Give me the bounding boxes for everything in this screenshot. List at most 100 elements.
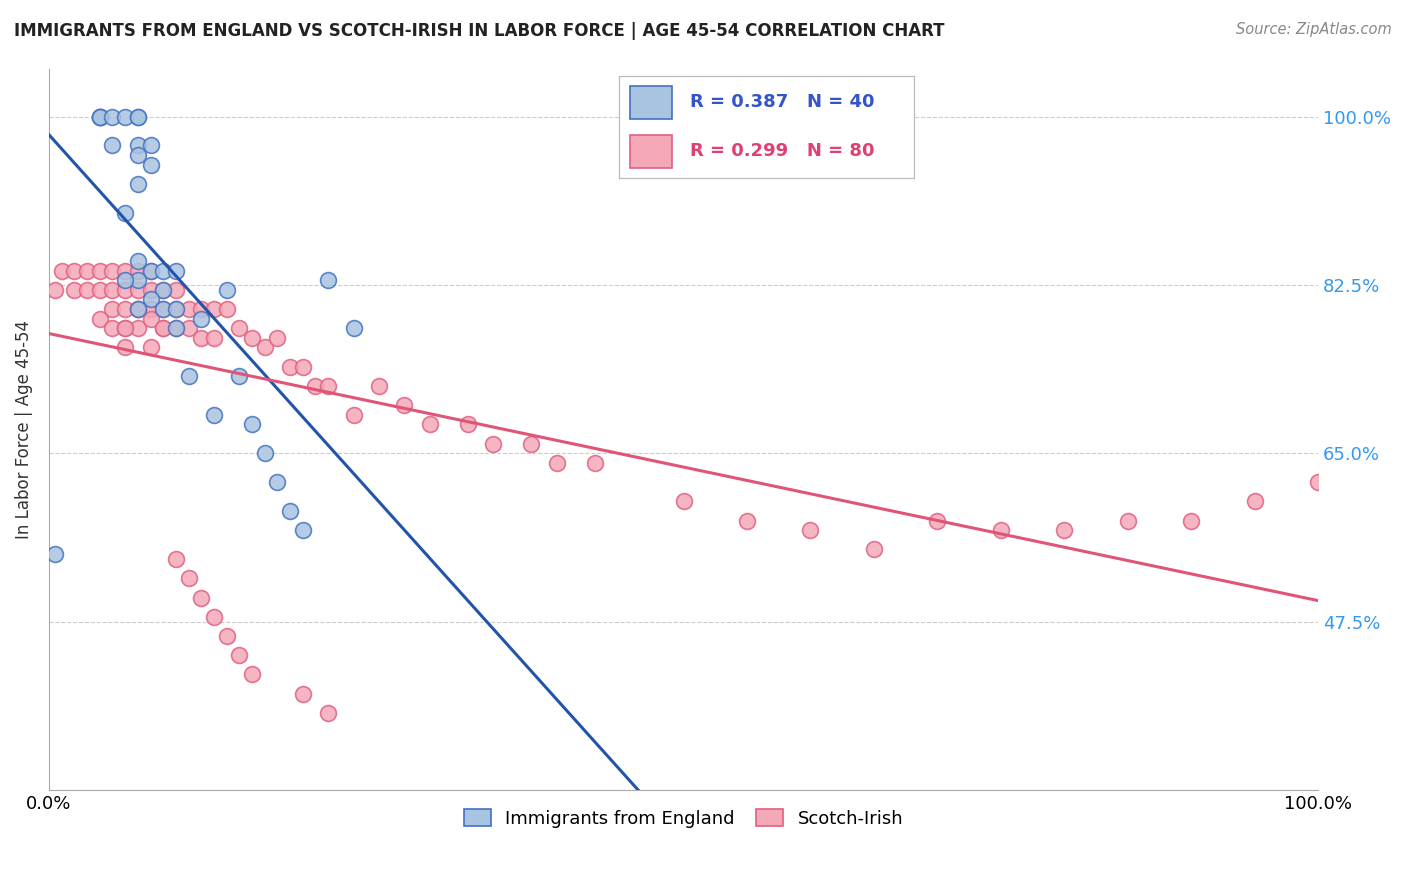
Point: [202, 301, 225, 316]
Point: [76, 263, 98, 277]
Point: [127, 283, 149, 297]
Point: [1180, 514, 1202, 528]
Point: [520, 436, 543, 450]
Point: [165, 263, 187, 277]
Point: [76, 283, 98, 297]
Point: [202, 609, 225, 624]
Point: [927, 514, 949, 528]
Point: [342, 321, 364, 335]
Point: [1308, 475, 1330, 489]
Point: [202, 331, 225, 345]
Point: [165, 321, 187, 335]
Point: [101, 110, 124, 124]
Point: [101, 321, 124, 335]
Point: [1243, 494, 1265, 508]
Point: [419, 417, 441, 432]
Point: [152, 321, 174, 335]
Point: [114, 301, 136, 316]
Point: [863, 542, 886, 557]
Point: [190, 591, 212, 605]
Point: [165, 321, 187, 335]
Point: [583, 456, 606, 470]
Point: [101, 138, 124, 153]
Point: [114, 110, 136, 124]
Point: [240, 331, 263, 345]
Point: [228, 369, 250, 384]
Point: [240, 417, 263, 432]
Point: [114, 206, 136, 220]
Point: [127, 301, 149, 316]
Point: [114, 321, 136, 335]
Point: [177, 301, 200, 316]
Point: [114, 283, 136, 297]
Point: [89, 110, 111, 124]
Point: [735, 514, 758, 528]
Point: [152, 283, 174, 297]
Point: [278, 504, 301, 518]
Point: [101, 263, 124, 277]
Point: [228, 648, 250, 663]
Legend: Immigrants from England, Scotch-Irish: Immigrants from England, Scotch-Irish: [457, 802, 911, 835]
Point: [546, 456, 568, 470]
Point: [177, 571, 200, 585]
Point: [139, 158, 162, 172]
Point: [316, 706, 339, 720]
Point: [215, 283, 238, 297]
Point: [342, 408, 364, 422]
Text: R = 0.387   N = 40: R = 0.387 N = 40: [689, 93, 875, 111]
Point: [316, 273, 339, 287]
Point: [139, 311, 162, 326]
Point: [127, 263, 149, 277]
Point: [1116, 514, 1139, 528]
Point: [304, 379, 326, 393]
FancyBboxPatch shape: [630, 87, 672, 119]
Point: [990, 523, 1012, 537]
Point: [1053, 523, 1076, 537]
Point: [278, 359, 301, 374]
Point: [114, 263, 136, 277]
FancyBboxPatch shape: [630, 136, 672, 168]
Point: [190, 331, 212, 345]
Point: [127, 177, 149, 191]
Point: [228, 321, 250, 335]
Point: [165, 301, 187, 316]
Point: [127, 301, 149, 316]
Point: [89, 110, 111, 124]
Point: [127, 321, 149, 335]
Point: [127, 253, 149, 268]
Point: [165, 301, 187, 316]
Point: [457, 417, 479, 432]
Point: [177, 369, 200, 384]
Point: [152, 301, 174, 316]
Point: [127, 148, 149, 162]
Point: [139, 301, 162, 316]
Point: [101, 301, 124, 316]
Point: [152, 301, 174, 316]
Point: [190, 311, 212, 326]
Point: [89, 311, 111, 326]
Point: [44, 283, 66, 297]
Point: [253, 341, 276, 355]
Point: [672, 494, 695, 508]
Point: [215, 629, 238, 643]
Point: [152, 283, 174, 297]
Point: [114, 273, 136, 287]
Point: [215, 301, 238, 316]
Point: [127, 138, 149, 153]
Point: [316, 379, 339, 393]
Point: [51, 263, 73, 277]
Point: [114, 321, 136, 335]
Point: [139, 341, 162, 355]
Point: [101, 283, 124, 297]
Point: [44, 547, 66, 561]
Point: [139, 263, 162, 277]
Point: [139, 283, 162, 297]
Point: [63, 283, 86, 297]
Point: [139, 293, 162, 307]
Point: [63, 263, 86, 277]
Point: [266, 475, 288, 489]
Point: [89, 110, 111, 124]
Point: [127, 110, 149, 124]
Point: [152, 321, 174, 335]
Point: [165, 283, 187, 297]
